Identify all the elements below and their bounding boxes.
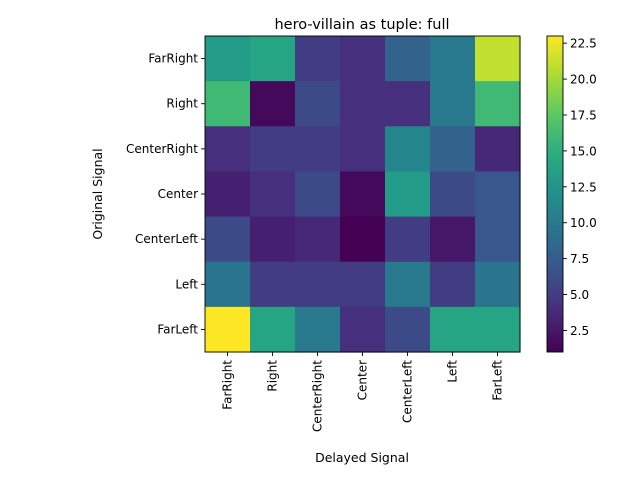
heatmap-cell-centerleft-farright [205, 216, 251, 263]
heatmap-cell-center-farright [205, 171, 251, 218]
x-tick-label-left: Left [446, 360, 460, 383]
x-tick-label-center: Center [356, 360, 370, 400]
y-axis-ticks: FarRight Right CenterRight Center CenterLeft… [126, 52, 205, 336]
heatmap-cell-farleft-centerleft [385, 306, 431, 353]
y-tick-label-farleft: FarLeft [157, 322, 198, 336]
heatmap-cell-centerright-centerright [295, 126, 341, 173]
heatmap-cell-center-farleft [475, 171, 521, 218]
heatmap-cell-farright-centerleft [385, 36, 431, 82]
x-tick-label-right: Right [266, 360, 280, 392]
heatmap-cell-farright-centerright [295, 36, 341, 82]
colorbar-gradient [546, 35, 564, 353]
heatmap-cell-centerleft-centerright [295, 216, 341, 263]
heatmap-cell-farleft-centerright [295, 306, 341, 353]
heatmap-cell-right-right [250, 81, 296, 127]
y-axis-label: Original Signal [90, 148, 105, 239]
y-tick-label-centerright: CenterRight [126, 142, 198, 156]
heatmap-cell-left-center [340, 261, 386, 308]
heatmap-cell-farright-farleft [475, 36, 521, 82]
heatmap-cell-center-center [340, 171, 386, 218]
heatmap-cell-left-farright [205, 261, 251, 308]
x-tick-label-centerright: CenterRight [311, 360, 325, 432]
heatmap-cell-centerright-centerleft [385, 126, 431, 173]
heatmap-cell-farright-center [340, 36, 386, 82]
heatmap-cell-right-centerright [295, 81, 341, 127]
heatmap-cell-centerleft-right [250, 216, 296, 263]
heatmap-cell-centerleft-farleft [475, 216, 521, 263]
heatmap-cell-farright-left [430, 36, 476, 82]
colorbar: 2.5 5.0 7.5 10.0 12.5 15.0 17.5 20.0 22.5 [546, 35, 597, 353]
heatmap-cell-center-centerleft [385, 171, 431, 218]
heatmap-cells [205, 36, 521, 353]
heatmap-cell-left-farleft [475, 261, 521, 308]
colorbar-tick-label: 22.5 [570, 37, 597, 51]
colorbar-tick-label: 7.5 [570, 252, 589, 266]
heatmap-cell-centerright-right [250, 126, 296, 173]
heatmap-cell-center-centerright [295, 171, 341, 218]
colorbar-tick-label: 12.5 [570, 180, 597, 194]
x-tick-label-farleft: FarLeft [491, 360, 505, 401]
heatmap-cell-centerright-farleft [475, 126, 521, 173]
heatmap-cell-centerright-left [430, 126, 476, 173]
heatmap-cell-right-farleft [475, 81, 521, 127]
chart-title: hero-villain as tuple: full [274, 17, 449, 33]
heatmap-cell-centerright-center [340, 126, 386, 173]
colorbar-tick-label: 5.0 [570, 288, 589, 302]
heatmap-cell-left-left [430, 261, 476, 308]
heatmap-cell-left-right [250, 261, 296, 308]
colorbar-tick-label: 2.5 [570, 324, 589, 338]
y-tick-label-right: Right [166, 97, 198, 111]
heatmap-cell-centerright-farright [205, 126, 251, 173]
y-tick-label-centerleft: CenterLeft [135, 232, 198, 246]
heatmap-cell-left-centerright [295, 261, 341, 308]
colorbar-tick-label: 17.5 [570, 109, 597, 123]
heatmap-cell-right-left [430, 81, 476, 127]
heatmap-cell-farleft-farleft [475, 306, 521, 353]
heatmap-cell-right-farright [205, 81, 251, 127]
heatmap-cell-farleft-left [430, 306, 476, 353]
heatmap-cell-left-centerleft [385, 261, 431, 308]
x-axis-label: Delayed Signal [315, 450, 409, 465]
heatmap-cell-farleft-center [340, 306, 386, 353]
y-tick-label-farright: FarRight [148, 52, 198, 66]
colorbar-tick-label: 10.0 [570, 216, 597, 230]
heatmap-cell-right-center [340, 81, 386, 127]
heatmap-cell-centerleft-left [430, 216, 476, 263]
heatmap-cell-centerleft-centerleft [385, 216, 431, 263]
heatmap-cell-farright-right [250, 36, 296, 82]
heatmap-cell-right-centerleft [385, 81, 431, 127]
heatmap-cell-center-right [250, 171, 296, 218]
heatmap-cell-center-left [430, 171, 476, 218]
colorbar-tick-label: 20.0 [570, 73, 597, 87]
x-tick-label-centerleft: CenterLeft [401, 360, 415, 423]
y-tick-label-left: Left [175, 277, 198, 291]
heatmap-cell-farright-farright [205, 36, 251, 82]
heatmap-cell-farleft-farright [205, 306, 251, 353]
x-tick-label-farright: FarRight [221, 360, 235, 410]
x-axis-ticks: FarRight Right CenterRight Center CenterLeft… [221, 352, 505, 432]
y-tick-label-center: Center [158, 187, 198, 201]
heatmap-cell-farleft-right [250, 306, 296, 353]
colorbar-tick-label: 15.0 [570, 144, 597, 158]
heatmap-cell-centerleft-center [340, 216, 386, 263]
